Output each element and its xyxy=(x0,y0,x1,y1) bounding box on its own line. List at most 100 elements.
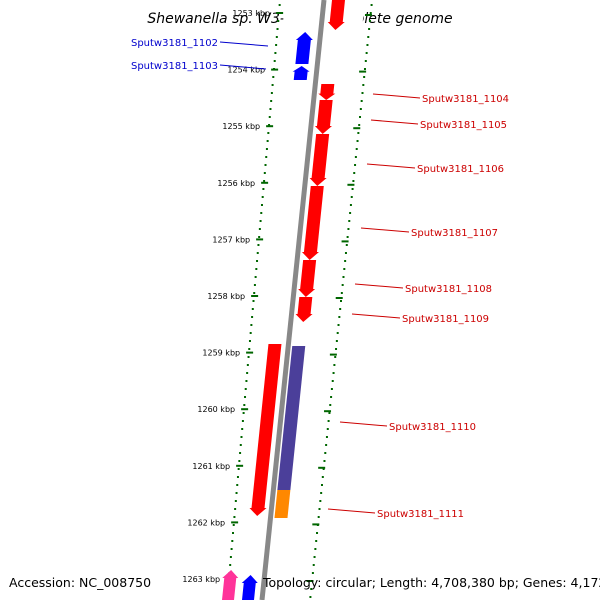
dot-right xyxy=(315,540,318,542)
gene-label-left[interactable]: Sputw3181_1102 xyxy=(131,38,218,49)
label-leader-right xyxy=(360,227,410,233)
gene-sputw3181-1102[interactable] xyxy=(295,32,313,64)
gene-partial-top[interactable] xyxy=(327,0,345,30)
genome-backbone xyxy=(259,0,327,600)
gene-red-lower[interactable] xyxy=(249,488,267,516)
dot-right xyxy=(361,92,364,94)
label-leader-right xyxy=(354,283,404,289)
dot-left xyxy=(244,388,247,390)
gene-sputw3181-1108[interactable] xyxy=(298,260,317,297)
dot-left xyxy=(258,236,261,238)
dot-right xyxy=(349,204,352,206)
dot-right xyxy=(359,108,362,110)
gene-label-right[interactable]: Sputw3181_1108 xyxy=(405,284,492,295)
gene-label-right[interactable]: Sputw3181_1105 xyxy=(420,120,507,131)
dot-right xyxy=(352,180,355,182)
genome-summary-text: Topology: circular; Length: 4,708,380 bp… xyxy=(263,575,600,590)
dot-left xyxy=(245,380,248,382)
dot-left xyxy=(242,412,245,414)
dot-left xyxy=(229,556,232,558)
dot-right xyxy=(366,44,369,46)
label-leader-right xyxy=(339,421,388,427)
dot-left xyxy=(272,68,275,70)
dot-left xyxy=(241,428,244,430)
label-leader-right xyxy=(366,163,416,169)
label-leader-left xyxy=(219,41,269,47)
dot-left xyxy=(267,132,270,134)
gene-label-right[interactable]: Sputw3181_1106 xyxy=(417,164,504,175)
dot-right xyxy=(341,284,344,286)
dot-left xyxy=(252,300,255,302)
dot-right xyxy=(356,140,359,142)
kbp-tick-right xyxy=(353,127,361,130)
dot-left xyxy=(269,108,272,110)
dot-right xyxy=(318,508,321,510)
gene-sputw3181-1109[interactable] xyxy=(295,297,313,322)
accession-text: Accession: NC_008750 xyxy=(9,575,152,590)
gene-sputw3181-1106[interactable] xyxy=(309,134,330,186)
dot-right xyxy=(368,28,371,30)
gene-sputw3181-1107[interactable] xyxy=(301,186,324,260)
dot-left xyxy=(262,188,265,190)
dot-right xyxy=(348,220,351,222)
dot-right xyxy=(351,188,354,190)
dot-left xyxy=(248,340,251,342)
dot-right xyxy=(354,156,357,158)
gene-label-left[interactable]: Sputw3181_1103 xyxy=(131,61,218,72)
dot-right xyxy=(320,492,323,494)
dot-left xyxy=(250,324,253,326)
dot-right xyxy=(325,436,328,438)
gene-label-right[interactable]: Sputw3181_1104 xyxy=(422,94,509,105)
dot-left xyxy=(254,276,257,278)
gene-sputw3181-1110-left[interactable] xyxy=(253,344,282,488)
dot-right xyxy=(335,340,338,342)
dot-left xyxy=(235,492,238,494)
dot-left xyxy=(233,516,236,518)
gene-track xyxy=(222,0,345,600)
dot-right xyxy=(322,468,325,470)
gene-sputw3181-1105[interactable] xyxy=(314,100,333,134)
dot-right xyxy=(342,276,345,278)
dot-right xyxy=(310,588,313,590)
gene-label-right[interactable]: Sputw3181_1111 xyxy=(377,509,464,520)
dot-left xyxy=(238,460,241,462)
dot-left xyxy=(240,436,243,438)
gene-label-right[interactable]: Sputw3181_1109 xyxy=(402,314,489,325)
kbp-label: 1262 kbp xyxy=(187,518,225,527)
dot-left xyxy=(257,244,260,246)
kbp-label: 1263 kbp xyxy=(182,575,220,584)
dot-left xyxy=(260,212,263,214)
gene-sputw3181-1111[interactable] xyxy=(274,490,291,518)
dot-left xyxy=(244,396,247,398)
dot-left xyxy=(264,164,267,166)
gene-label-right[interactable]: Sputw3181_1107 xyxy=(411,228,498,239)
kbp-tick-left xyxy=(251,295,259,297)
kbp-tick-left xyxy=(266,125,274,128)
dot-left xyxy=(270,100,273,102)
dot-right xyxy=(312,564,315,566)
dot-left xyxy=(263,172,266,174)
dot-right xyxy=(368,20,371,22)
kbp-tick-right xyxy=(359,70,367,73)
dot-right xyxy=(316,532,319,534)
gene-sputw3181-1103[interactable] xyxy=(292,66,310,80)
dot-left xyxy=(256,260,259,262)
dot-right xyxy=(337,324,340,326)
label-leader-right xyxy=(351,313,401,319)
dot-right xyxy=(363,68,366,70)
dot-right xyxy=(370,4,373,6)
dot-right xyxy=(325,444,328,446)
gene-sputw3181-1110[interactable] xyxy=(277,346,306,490)
gene-partial-bottom-pink[interactable] xyxy=(222,570,239,600)
dot-left xyxy=(270,92,273,94)
gene-sputw3181-1104[interactable] xyxy=(318,84,336,100)
label-leader-right xyxy=(327,508,376,514)
dot-left xyxy=(253,284,256,286)
gene-label-right[interactable]: Sputw3181_1110 xyxy=(389,422,476,433)
dot-right xyxy=(365,52,368,54)
gene-partial-bottom-blue[interactable] xyxy=(241,575,258,600)
dot-right xyxy=(358,124,361,126)
dot-left xyxy=(277,20,280,22)
dot-right xyxy=(321,476,324,478)
